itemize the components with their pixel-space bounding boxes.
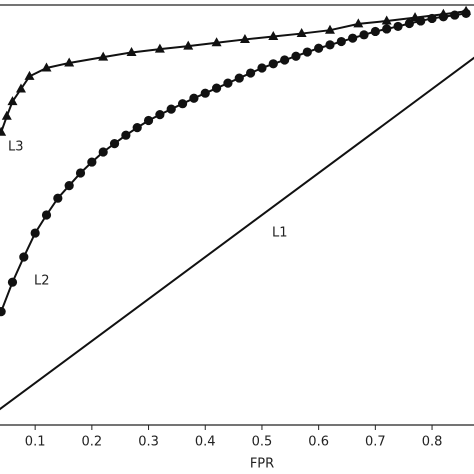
point-marker xyxy=(0,126,7,136)
point-marker xyxy=(30,228,40,238)
point-marker xyxy=(155,110,165,120)
point-marker xyxy=(291,51,301,61)
point-marker xyxy=(41,210,52,220)
point-marker xyxy=(64,181,74,191)
point-marker xyxy=(438,8,449,18)
point-marker xyxy=(183,40,194,50)
point-marker xyxy=(314,43,324,53)
point-marker xyxy=(234,73,244,83)
point-marker xyxy=(41,62,52,72)
point-marker xyxy=(189,93,199,103)
point-marker xyxy=(302,47,312,57)
x-tick-label: 0.7 xyxy=(365,435,386,450)
point-marker xyxy=(370,26,380,37)
point-marker xyxy=(19,252,29,262)
point-marker xyxy=(0,307,6,317)
point-marker xyxy=(166,104,176,114)
series-label: L2 xyxy=(34,274,50,289)
point-marker xyxy=(324,24,335,34)
x-tick-label: 0.1 xyxy=(25,435,46,450)
point-marker xyxy=(126,46,137,56)
point-marker xyxy=(211,37,222,47)
point-marker xyxy=(7,96,18,106)
point-marker xyxy=(87,157,97,167)
point-marker xyxy=(98,51,109,61)
x-tick-label: 0.8 xyxy=(422,435,443,450)
series-label: L1 xyxy=(272,226,288,241)
point-marker xyxy=(211,83,222,93)
series-label: L3 xyxy=(8,140,24,155)
point-marker xyxy=(177,99,188,109)
point-marker xyxy=(382,24,392,34)
point-marker xyxy=(24,70,35,80)
point-marker xyxy=(410,12,421,22)
point-marker xyxy=(348,33,358,43)
point-marker xyxy=(461,5,472,15)
point-marker xyxy=(223,78,233,88)
point-marker xyxy=(121,130,131,140)
point-marker xyxy=(325,40,335,50)
x-tick-label: 0.3 xyxy=(138,435,159,450)
point-marker xyxy=(404,18,414,29)
x-tick-label: 0.5 xyxy=(252,435,273,450)
point-marker xyxy=(75,168,86,178)
plot-area xyxy=(0,5,474,411)
point-marker xyxy=(280,55,290,65)
point-marker xyxy=(393,21,403,32)
point-marker xyxy=(268,31,279,40)
x-tick-label: 0.6 xyxy=(308,435,329,450)
x-axis-label: FPR xyxy=(250,457,274,472)
x-tick-label: 0.2 xyxy=(82,435,103,450)
point-marker xyxy=(53,193,63,203)
point-marker xyxy=(109,139,120,149)
point-marker xyxy=(15,83,26,93)
series-line xyxy=(0,56,474,411)
series-line xyxy=(0,12,467,312)
point-marker xyxy=(64,57,75,67)
point-marker xyxy=(154,43,165,53)
point-marker xyxy=(268,59,278,69)
point-marker xyxy=(296,28,307,38)
point-marker xyxy=(7,277,18,287)
point-marker xyxy=(381,15,392,25)
point-marker xyxy=(200,88,210,98)
point-marker xyxy=(246,68,256,78)
point-marker xyxy=(98,147,108,157)
point-marker xyxy=(359,30,369,40)
point-marker xyxy=(1,110,12,120)
point-marker xyxy=(239,33,250,43)
point-marker xyxy=(336,36,346,47)
point-marker xyxy=(257,63,267,73)
point-marker xyxy=(353,18,364,28)
point-marker xyxy=(143,115,154,126)
point-marker xyxy=(132,123,142,133)
x-tick-label: 0.4 xyxy=(195,435,216,450)
